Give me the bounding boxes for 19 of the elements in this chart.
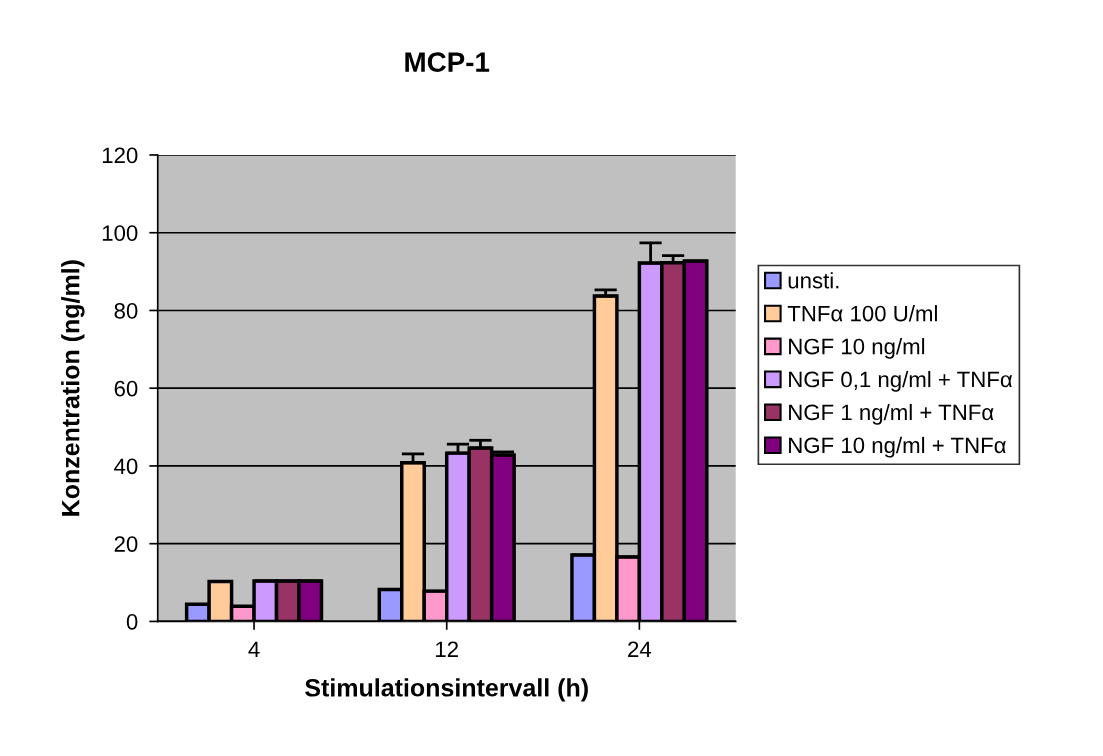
y-tick-label: 120 (102, 147, 138, 164)
x-tick-label: 12 (436, 641, 458, 657)
y-axis-title: Konzentration (ng/ml) (61, 260, 85, 516)
y-tick-label: 40 (114, 458, 138, 475)
x-tick-label: 4 (248, 641, 260, 657)
legend-label: unsti. (788, 272, 839, 289)
legend-label: NGF 0,1 ng/ml + TNFα (789, 370, 1013, 392)
legend-label: NGF 10 ng/ml + TNFα (789, 436, 1006, 458)
y-tick-label: 80 (114, 303, 138, 319)
x-axis-title: Stimulationsintervall (h) (305, 678, 588, 702)
y-tick-label: 100 (102, 225, 138, 241)
y-tick-label: 20 (114, 536, 138, 552)
chart-title: MCP-1 (405, 52, 490, 72)
legend-label: NGF 10 ng/ml (789, 338, 925, 359)
y-tick-label: 0 (126, 613, 138, 630)
legend-label: TNFα 100 U/ml (787, 305, 937, 322)
y-tick-label: 60 (114, 380, 138, 397)
legend-label: NGF 1 ng/ml + TNFα (789, 403, 994, 425)
x-tick-label: 24 (628, 641, 652, 657)
